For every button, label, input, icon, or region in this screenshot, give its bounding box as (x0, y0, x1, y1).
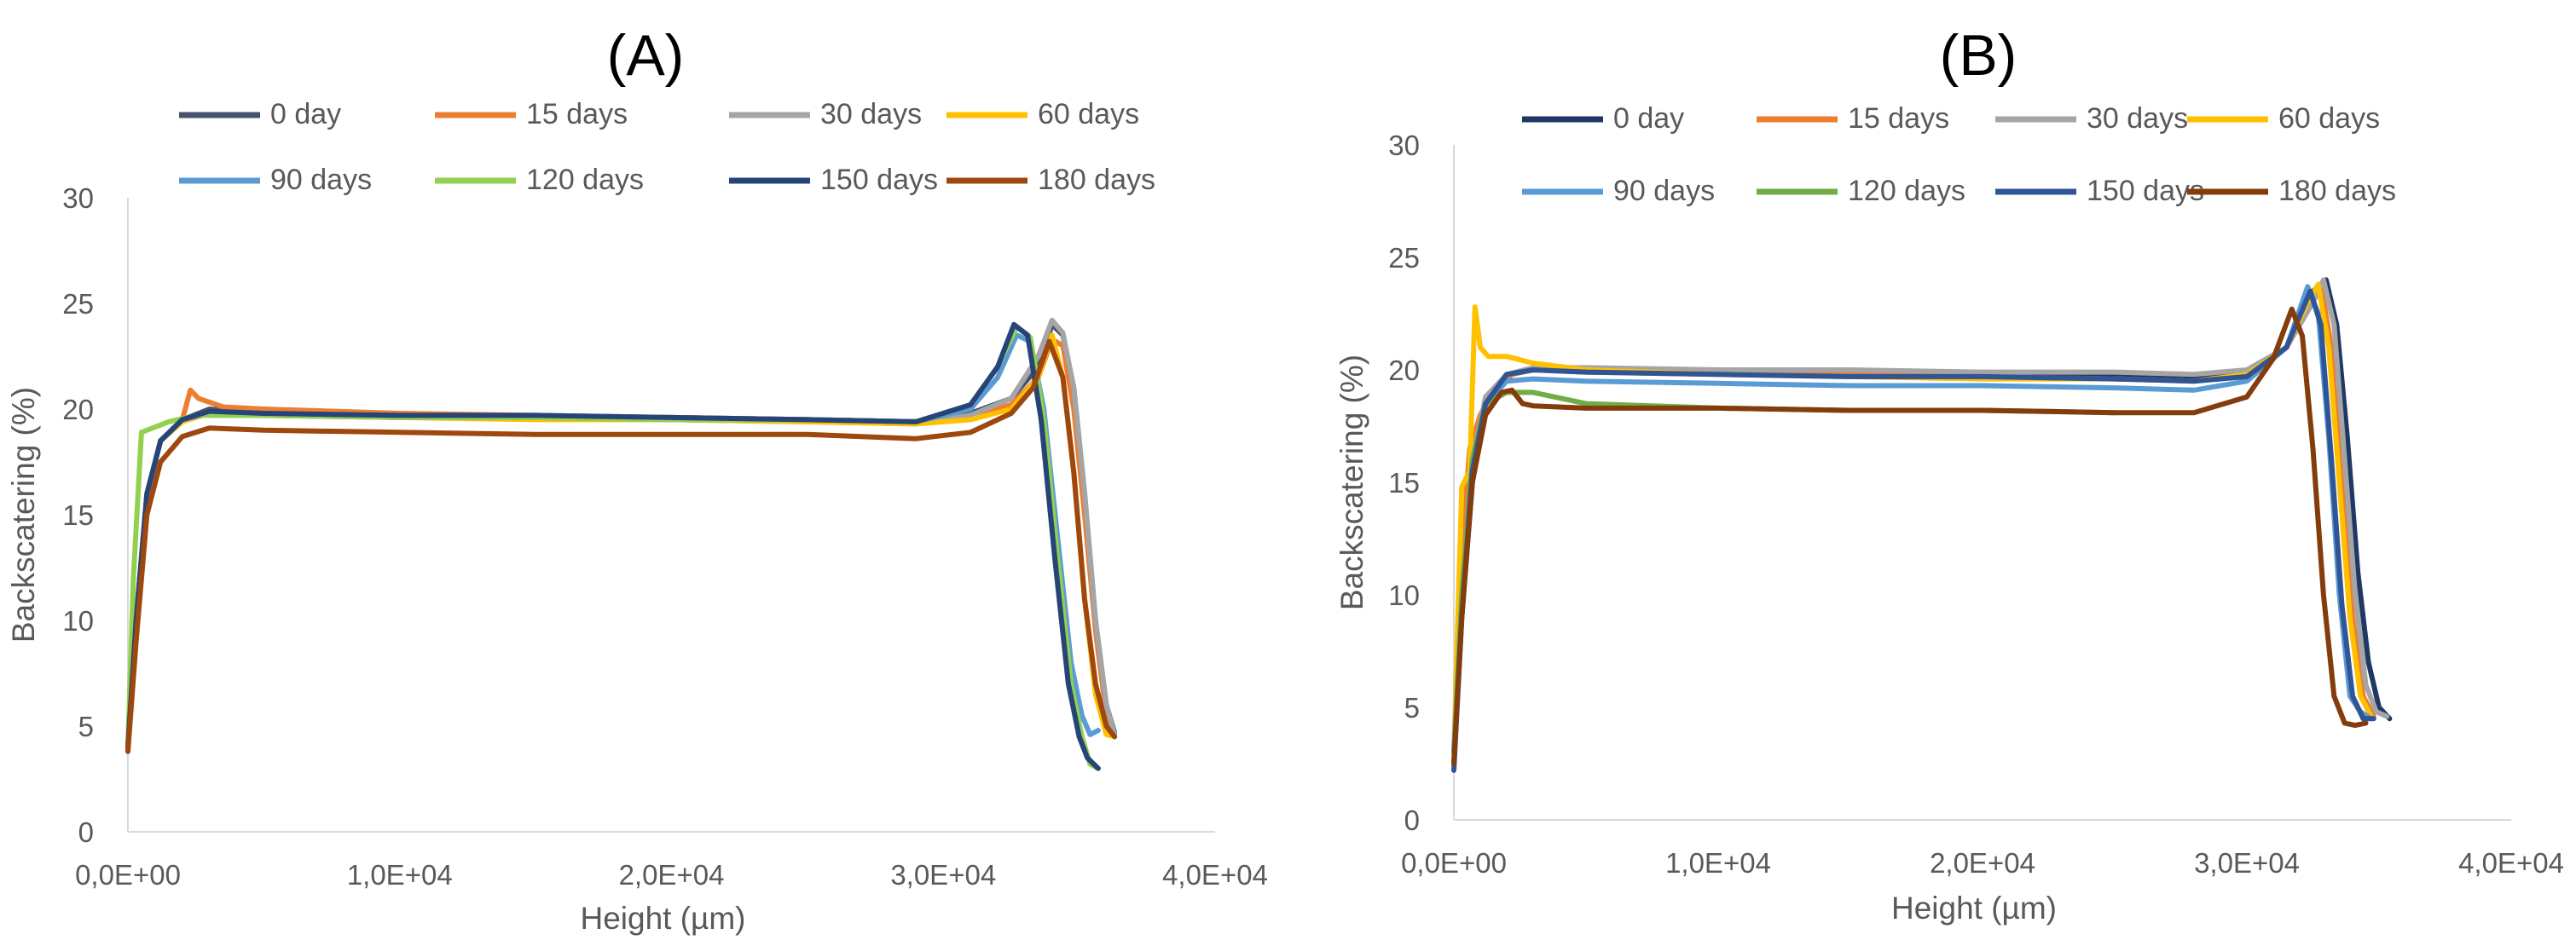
series-line-90-days (125, 332, 1101, 750)
series-line-30-days (125, 317, 1118, 750)
legend-label: 30 days (820, 98, 922, 130)
y-tick-label: 30 (1388, 130, 1420, 161)
y-tick-label: 15 (62, 499, 94, 531)
y-tick-label: 25 (62, 288, 94, 320)
y-tick-label: 5 (1404, 692, 1420, 724)
series-line-15-days (1451, 281, 2376, 755)
y-tick-label: 20 (62, 394, 94, 425)
x-tick-label: 0,0E+00 (75, 859, 181, 891)
series-line-180-days (1451, 306, 2369, 766)
chart-panel-a: (A) 0 5 10 15 20 25 30 0,0E+00 1,0E+04 2,0E+04 3,0E… (6, 23, 1268, 936)
legend-label: 180 days (2278, 175, 2396, 207)
x-tick-label: 2,0E+04 (1930, 847, 2035, 879)
legend-label: 180 days (1038, 164, 1155, 196)
y-tick-label: 5 (78, 711, 94, 742)
legend-label: 15 days (526, 98, 628, 130)
y-tick-label: 30 (62, 182, 94, 214)
series-line-0-day (1451, 277, 2393, 766)
series-line-30-days (1451, 277, 2390, 755)
legend-label: 0 day (270, 98, 341, 130)
y-tick-label: 25 (1388, 242, 1420, 274)
y-tick-label: 0 (1404, 805, 1420, 836)
series-line-150-days (125, 321, 1101, 771)
chart-title: (A) (607, 23, 685, 88)
series-line-60-days (125, 332, 1118, 750)
chart-panel-b: (B) 0 5 10 15 20 25 30 0,0E+00 1,0E+04 2,0E+04 3,0E… (1334, 23, 2564, 926)
x-tick-label: 3,0E+04 (890, 859, 996, 891)
legend-label: 150 days (2087, 175, 2204, 207)
series-line-120-days (1451, 389, 2117, 766)
legend-label: 60 days (1038, 98, 1139, 130)
legend-label: 30 days (2087, 102, 2188, 135)
legend-label: 60 days (2278, 102, 2380, 135)
x-tick-label: 4,0E+04 (1162, 859, 1268, 891)
x-tick-label: 1,0E+04 (347, 859, 453, 891)
legend-label: 150 days (820, 164, 938, 196)
y-tick-label: 15 (1388, 467, 1420, 499)
legend-label: 120 days (526, 164, 644, 196)
x-tick-label: 1,0E+04 (1665, 847, 1771, 879)
legend-label: 90 days (270, 164, 372, 196)
y-tick-label: 0 (78, 816, 94, 848)
y-axis-title: Backscatering (%) (6, 387, 41, 643)
series-line-120-days (125, 324, 1101, 771)
legend-label: 90 days (1613, 175, 1715, 207)
series-line-150-days (1451, 288, 2376, 773)
x-tick-label: 2,0E+04 (619, 859, 725, 891)
x-tick-label: 0,0E+00 (1401, 847, 1507, 879)
x-tick-label: 3,0E+04 (2194, 847, 2300, 879)
y-axis-title: Backscatering (%) (1334, 355, 1369, 610)
y-tick-label: 10 (1388, 580, 1420, 611)
legend-label: 0 day (1613, 102, 1684, 135)
series-line-180-days (125, 338, 1118, 754)
x-tick-label: 4,0E+04 (2458, 847, 2564, 879)
chart-title: (B) (1940, 23, 2017, 88)
y-tick-label: 10 (62, 605, 94, 637)
series-line-90-days (1451, 284, 2374, 755)
x-axis-title: Height (µm) (580, 901, 745, 936)
series-line-0-day (125, 321, 1118, 750)
x-axis-title: Height (µm) (1891, 891, 2057, 926)
y-tick-label: 20 (1388, 355, 1420, 386)
legend-label: 120 days (1848, 175, 1965, 207)
legend-label: 15 days (1848, 102, 1949, 135)
series-line-15-days (125, 337, 1118, 750)
series-line-60-days (1451, 281, 2374, 755)
